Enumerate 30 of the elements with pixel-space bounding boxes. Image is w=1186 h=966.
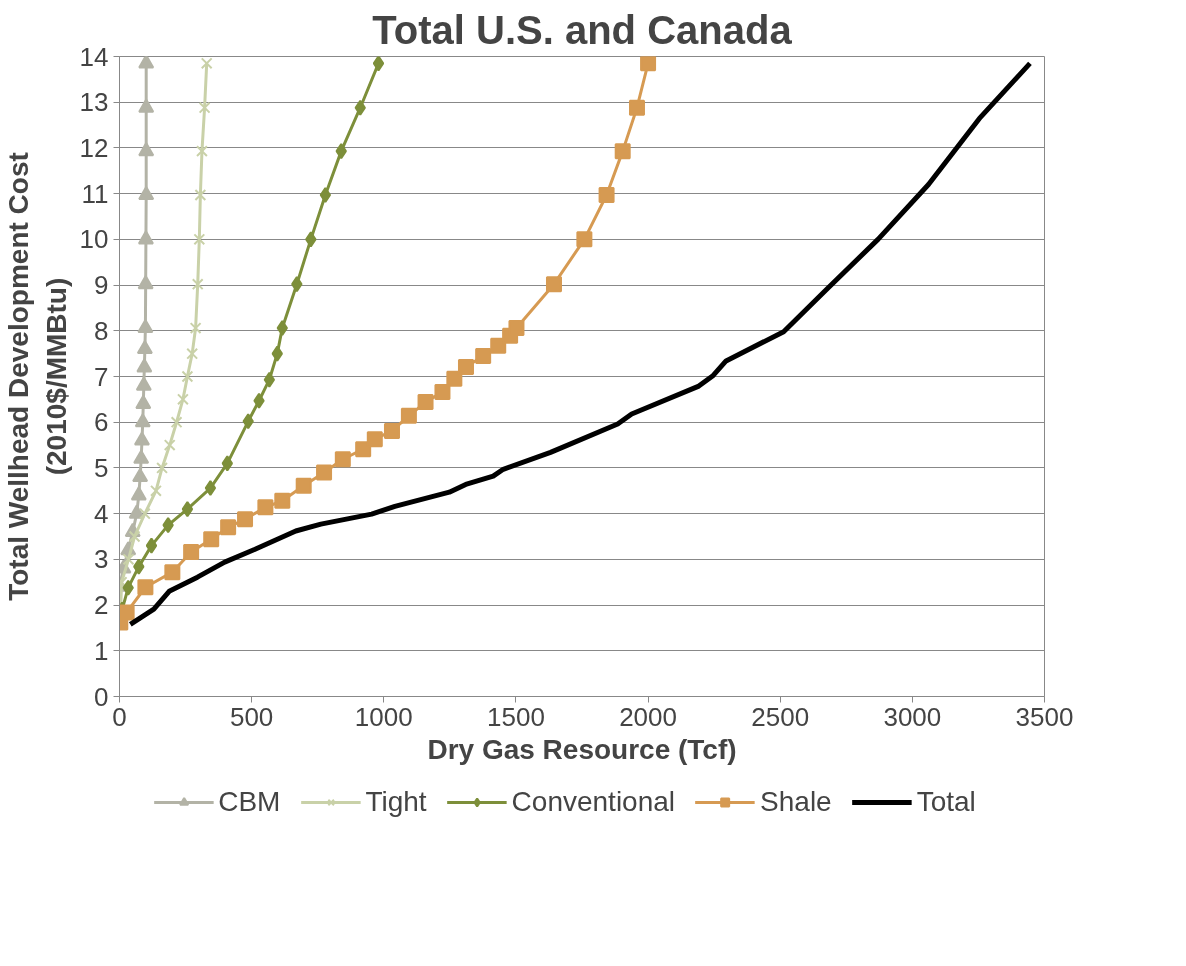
y-tick-label: 12	[79, 132, 109, 163]
chart-title: Total U.S. and Canada	[372, 7, 793, 52]
y-tick-label: 6	[94, 407, 109, 438]
legend-label: CBM	[218, 786, 281, 818]
x-tick-label: 1000	[354, 701, 413, 732]
x-tick-label: 1500	[487, 701, 545, 732]
y-tick-label: 13	[79, 87, 109, 118]
x-tick-label: 2000	[619, 701, 677, 732]
legend-label: Shale	[760, 786, 832, 818]
x-tick-label: 2500	[751, 701, 810, 732]
y-tick-label: 14	[79, 41, 109, 72]
x-tick-label: 3000	[883, 701, 942, 732]
y-axis-title: Total Wellhead Development Cost (2010$/MMBtu)	[3, 152, 72, 601]
y-tick-label: 3	[94, 544, 109, 575]
y-tick-label: 9	[94, 270, 109, 301]
y-tick-label: 0	[94, 681, 109, 712]
legend-label: Conventional	[511, 786, 676, 818]
legend-label: Tight	[365, 786, 427, 818]
y-tick-label: 11	[81, 178, 109, 209]
y-tick-label: 10	[79, 224, 109, 255]
x-axis-title: Dry Gas Resource (Tcf)	[427, 733, 737, 765]
x-tick-label: 3500	[1015, 701, 1074, 732]
legend-label: Total	[916, 786, 976, 818]
y-tick-label: 8	[94, 315, 109, 346]
x-tick-label: 500	[229, 701, 274, 732]
y-tick-label: 4	[94, 498, 109, 529]
y-tick-label: 2	[94, 590, 109, 621]
y-tick-label: 7	[94, 361, 109, 392]
y-tick-label: 1	[94, 635, 109, 666]
y-tick-label: 5	[94, 452, 109, 483]
